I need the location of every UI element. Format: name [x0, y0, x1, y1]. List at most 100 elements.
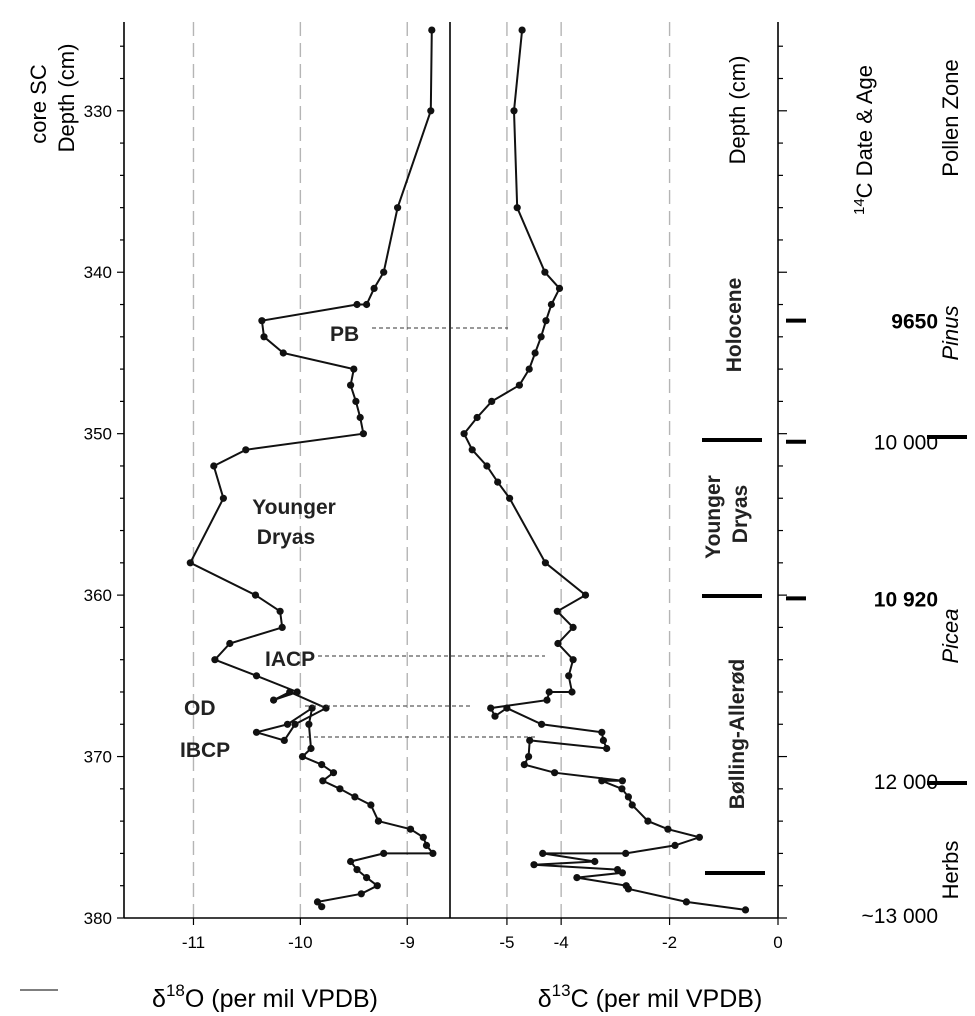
data-point — [503, 704, 511, 712]
data-point — [305, 720, 313, 728]
xlabel-d13c: δ13C (per mil VPDB) — [538, 981, 763, 1013]
data-point — [319, 777, 327, 785]
x-tick-label: -5 — [499, 933, 514, 952]
data-point — [347, 381, 355, 389]
data-point — [618, 777, 627, 785]
data-point — [286, 688, 294, 696]
data-point — [406, 825, 415, 833]
d18o-ticks: -11 -10 -9 330 340 350 360 370 380 — [84, 45, 415, 952]
data-point — [603, 744, 611, 753]
data-point — [318, 761, 326, 769]
data-point — [329, 769, 338, 777]
data-point — [291, 720, 299, 728]
y-tick-label: 330 — [84, 102, 112, 121]
age-label: 10 920 — [874, 588, 938, 611]
data-point — [538, 720, 546, 728]
d18o-gridlines — [192, 22, 408, 918]
d18o-series — [186, 26, 437, 911]
data-point — [278, 623, 286, 632]
data-point — [428, 26, 436, 34]
label-iacp: IACP — [265, 648, 315, 671]
age-label: 12 000 — [874, 771, 938, 794]
d13c-series — [460, 26, 750, 914]
data-point — [644, 817, 652, 825]
age-markers: 9650 10 000 10 920 12 000 ~13 000 — [786, 311, 938, 928]
data-point — [283, 720, 292, 728]
data-point — [347, 857, 355, 866]
chronozone-bolling-allerod: Bølling-Allerød — [726, 659, 749, 810]
data-point — [506, 494, 514, 502]
chronozone-younger-dryas-1: Younger — [702, 475, 725, 559]
data-point — [226, 639, 234, 648]
pollen-zone-herbs: Herbs — [938, 841, 963, 900]
data-point — [357, 890, 365, 898]
pollen-zone-header: Pollen Zone — [938, 59, 963, 176]
data-point — [359, 430, 367, 438]
data-point — [367, 801, 375, 809]
data-point — [252, 728, 261, 736]
data-point — [427, 107, 435, 115]
label-od: OD — [184, 697, 216, 720]
y-tick-label: 350 — [84, 425, 112, 444]
data-point — [510, 107, 518, 115]
data-point — [487, 704, 495, 712]
x-tick-label: 0 — [773, 933, 782, 952]
data-point — [394, 204, 402, 212]
data-point — [219, 494, 227, 502]
pollen-zone-pinus: Pinus — [938, 305, 963, 360]
data-point — [520, 761, 528, 769]
data-point — [280, 736, 288, 745]
data-point — [624, 885, 633, 893]
data-point — [429, 849, 437, 858]
data-point — [473, 413, 481, 422]
d13c-gridlines — [506, 22, 671, 918]
d13c-panel: -5 -4 -2 0 — [460, 22, 787, 952]
data-point — [526, 736, 534, 745]
label-younger-dryas-2: Dryas — [257, 526, 315, 549]
age-label: 9650 — [891, 311, 938, 334]
data-point — [555, 284, 564, 292]
data-point — [352, 397, 360, 405]
data-point — [298, 753, 307, 761]
data-point — [541, 268, 549, 276]
data-point — [494, 478, 502, 486]
data-point — [547, 300, 556, 309]
data-point — [581, 591, 590, 599]
data-point — [598, 777, 606, 785]
data-point — [525, 365, 533, 373]
data-point — [260, 333, 268, 341]
data-point — [541, 559, 550, 567]
data-point — [363, 874, 371, 882]
data-point — [530, 861, 538, 869]
data-point — [628, 801, 636, 809]
data-point — [242, 446, 250, 454]
data-point — [251, 591, 260, 599]
y-tick-label: 360 — [84, 586, 112, 605]
data-point — [460, 430, 468, 438]
data-point — [515, 381, 524, 389]
data-point — [599, 736, 608, 745]
data-point — [624, 793, 633, 801]
data-point — [513, 204, 521, 212]
data-point — [525, 753, 533, 761]
data-point — [468, 446, 476, 454]
ylabel-depth-left: Depth (cm) — [54, 44, 79, 153]
label-ibcp: IBCP — [180, 739, 230, 762]
data-point — [318, 903, 326, 911]
data-point — [270, 696, 278, 704]
data-point — [353, 866, 361, 874]
data-point — [531, 349, 539, 357]
data-point — [276, 607, 284, 615]
data-point — [542, 317, 550, 325]
data-point — [569, 656, 577, 664]
ylabel-depth-right: Depth (cm) — [725, 56, 750, 165]
data-point — [351, 793, 359, 801]
data-point — [551, 769, 559, 777]
data-point — [518, 26, 526, 34]
data-point — [336, 785, 344, 793]
data-point — [350, 365, 358, 373]
data-point — [554, 639, 562, 648]
chronozone-younger-dryas-2: Dryas — [729, 485, 752, 543]
data-point — [353, 300, 361, 309]
